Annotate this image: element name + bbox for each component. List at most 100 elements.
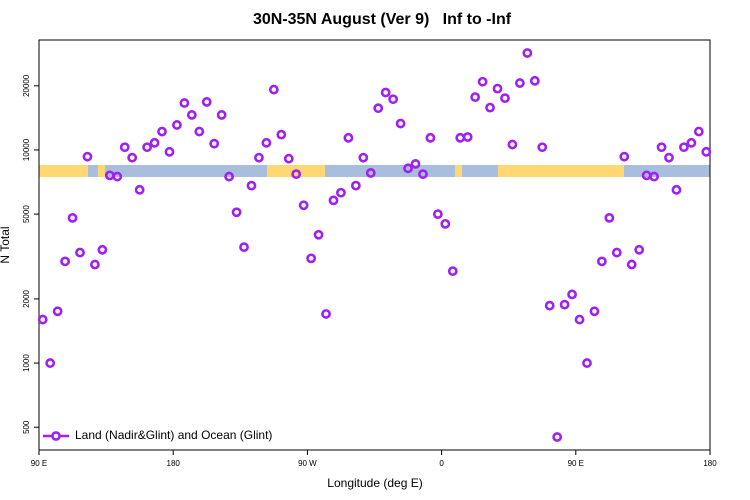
point: [395, 118, 406, 129]
point: [313, 229, 324, 240]
point: [693, 126, 704, 137]
point: [306, 253, 317, 264]
point: [589, 306, 600, 317]
x-tick-label: 180: [167, 459, 181, 468]
point: [507, 139, 518, 150]
point: [477, 76, 488, 87]
point: [574, 314, 585, 325]
point: [373, 103, 384, 114]
point: [127, 152, 138, 163]
point: [529, 75, 540, 86]
point: [343, 132, 354, 143]
point: [701, 146, 712, 157]
point: [455, 132, 466, 143]
x-axis-label: Longitude (deg E): [327, 476, 422, 490]
y-tick-label: 10000: [22, 138, 31, 161]
point: [112, 171, 123, 182]
point: [537, 142, 548, 153]
y-axis-label: N Total: [0, 226, 12, 263]
point: [283, 153, 294, 164]
point: [425, 132, 436, 143]
point: [231, 207, 242, 218]
point: [567, 289, 577, 300]
point: [671, 184, 682, 195]
point: [656, 142, 667, 153]
ocean-strip: [325, 165, 455, 177]
y-tick-label: 500: [22, 420, 31, 434]
point: [186, 110, 197, 120]
point: [142, 142, 153, 153]
point: [45, 358, 56, 368]
point: [559, 299, 570, 310]
point: [522, 48, 533, 58]
point: [82, 151, 93, 162]
point: [321, 309, 331, 319]
point: [388, 94, 399, 105]
ocean-strip: [624, 165, 710, 177]
point: [582, 358, 592, 368]
point: [365, 168, 376, 178]
point: [649, 171, 659, 182]
point: [679, 142, 689, 153]
point: [328, 195, 339, 206]
point: [261, 137, 272, 148]
point: [246, 180, 257, 191]
point: [157, 126, 167, 137]
point: [492, 83, 503, 94]
ocean-strip: [105, 165, 267, 177]
point: [514, 78, 525, 88]
point: [254, 152, 264, 163]
x-tick-label: 90 E: [568, 459, 584, 468]
point: [626, 259, 637, 270]
point: [358, 152, 369, 163]
point: [418, 169, 428, 180]
point: [194, 126, 205, 137]
point: [134, 184, 145, 195]
point: [172, 120, 182, 130]
point: [619, 151, 630, 162]
point: [37, 314, 48, 325]
point: [67, 212, 78, 223]
y-tick-label: 5000: [22, 205, 31, 223]
point: [544, 300, 555, 311]
point: [224, 171, 235, 182]
point: [634, 244, 645, 255]
point: [298, 200, 309, 211]
point: [276, 129, 287, 140]
point: [291, 169, 302, 180]
x-tick-label: 180: [703, 459, 717, 468]
point: [239, 242, 249, 253]
point: [268, 84, 279, 95]
point: [216, 110, 227, 120]
point: [52, 306, 63, 317]
point: [90, 259, 100, 270]
point: [447, 266, 458, 277]
point: [179, 98, 190, 108]
plot-frame: [38, 39, 711, 451]
point: [552, 432, 563, 442]
point: [75, 247, 85, 258]
x-tick-label: 0: [439, 459, 444, 468]
ocean-strip: [462, 165, 498, 177]
point: [604, 212, 615, 223]
point: [410, 159, 421, 169]
point: [596, 256, 607, 267]
point: [485, 102, 495, 113]
point: [403, 163, 413, 174]
point: [209, 138, 220, 149]
point: [664, 152, 674, 163]
point: [201, 97, 212, 107]
point: [462, 132, 473, 142]
point: [336, 187, 346, 198]
ocean-strip: [88, 165, 98, 177]
point: [60, 256, 70, 267]
point: [164, 146, 175, 157]
point: [500, 93, 510, 104]
x-tick-label: 90 W: [298, 459, 317, 468]
point: [440, 218, 451, 229]
y-tick-label: 2000: [22, 289, 31, 307]
point: [611, 247, 622, 258]
legend-marker: [51, 431, 61, 441]
chart-title: 30N-35N August (Ver 9) Inf to -Inf: [253, 11, 512, 28]
